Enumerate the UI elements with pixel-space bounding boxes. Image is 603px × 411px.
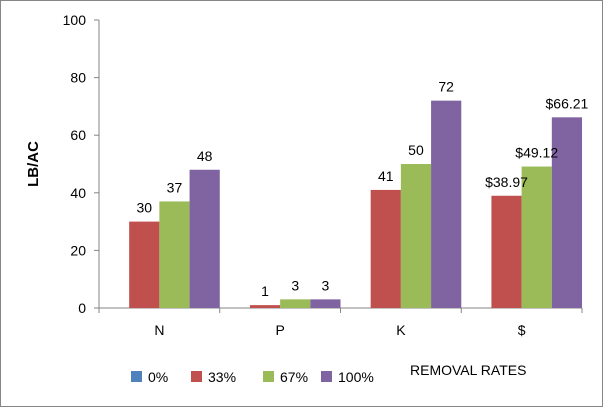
data-label: 50 xyxy=(408,142,424,158)
data-label: 41 xyxy=(378,168,394,184)
bar-100pct-3 xyxy=(551,117,583,308)
legend: 0% 33% 67% 100% xyxy=(131,369,374,385)
y-tick-label: 100 xyxy=(63,12,87,28)
legend-swatch xyxy=(263,371,274,382)
data-labels-group: 30 1 41 $38.97 37 3 50 $49.12 48 3 72 $66.21 xyxy=(136,79,588,299)
bar-33pct-3 xyxy=(491,195,522,308)
bar-67pct-2 xyxy=(400,164,432,308)
data-label: $49.12 xyxy=(515,145,558,161)
legend-label: 0% xyxy=(148,369,168,385)
x-category-label: N xyxy=(154,322,164,338)
y-tick-label: 60 xyxy=(70,127,86,143)
y-tick-label: 80 xyxy=(70,70,86,86)
y-tick-label: 40 xyxy=(70,185,86,201)
data-label: 48 xyxy=(197,148,213,164)
data-label: 37 xyxy=(167,179,183,195)
data-label: 30 xyxy=(136,200,152,216)
bar-67pct-3 xyxy=(521,166,552,308)
bar-100pct-2 xyxy=(431,100,462,308)
bar-100pct-0 xyxy=(189,169,220,308)
data-label: 3 xyxy=(291,277,299,293)
bar-67pct-1 xyxy=(280,299,311,308)
y-tick-label: 0 xyxy=(78,300,86,316)
bars-group xyxy=(129,100,583,308)
bar-67pct-0 xyxy=(159,201,190,308)
data-label: 1 xyxy=(261,283,269,299)
x-category-label: $ xyxy=(518,322,526,338)
legend-swatch xyxy=(321,371,332,382)
data-label: $66.21 xyxy=(546,95,589,111)
data-label: $38.97 xyxy=(485,174,528,190)
x-category-label: P xyxy=(275,322,284,338)
legend-label: 100% xyxy=(338,369,374,385)
legend-swatch xyxy=(191,371,202,382)
legend-swatch xyxy=(131,371,142,382)
y-axis-label: LB/AC xyxy=(25,141,42,187)
bar-33pct-1 xyxy=(249,305,281,308)
x-category-label: K xyxy=(396,322,406,338)
legend-label: 67% xyxy=(280,369,308,385)
bar-33pct-2 xyxy=(370,189,401,308)
bar-33pct-0 xyxy=(129,221,160,308)
x-axis-label: REMOVAL RATES xyxy=(410,362,526,378)
data-label: 3 xyxy=(322,277,330,293)
y-tick-label: 20 xyxy=(70,242,86,258)
bar-100pct-1 xyxy=(310,299,341,308)
data-label: 72 xyxy=(438,79,454,95)
axes: 0 20 40 60 80 100 N P K $ xyxy=(63,12,583,338)
legend-label: 33% xyxy=(208,369,236,385)
